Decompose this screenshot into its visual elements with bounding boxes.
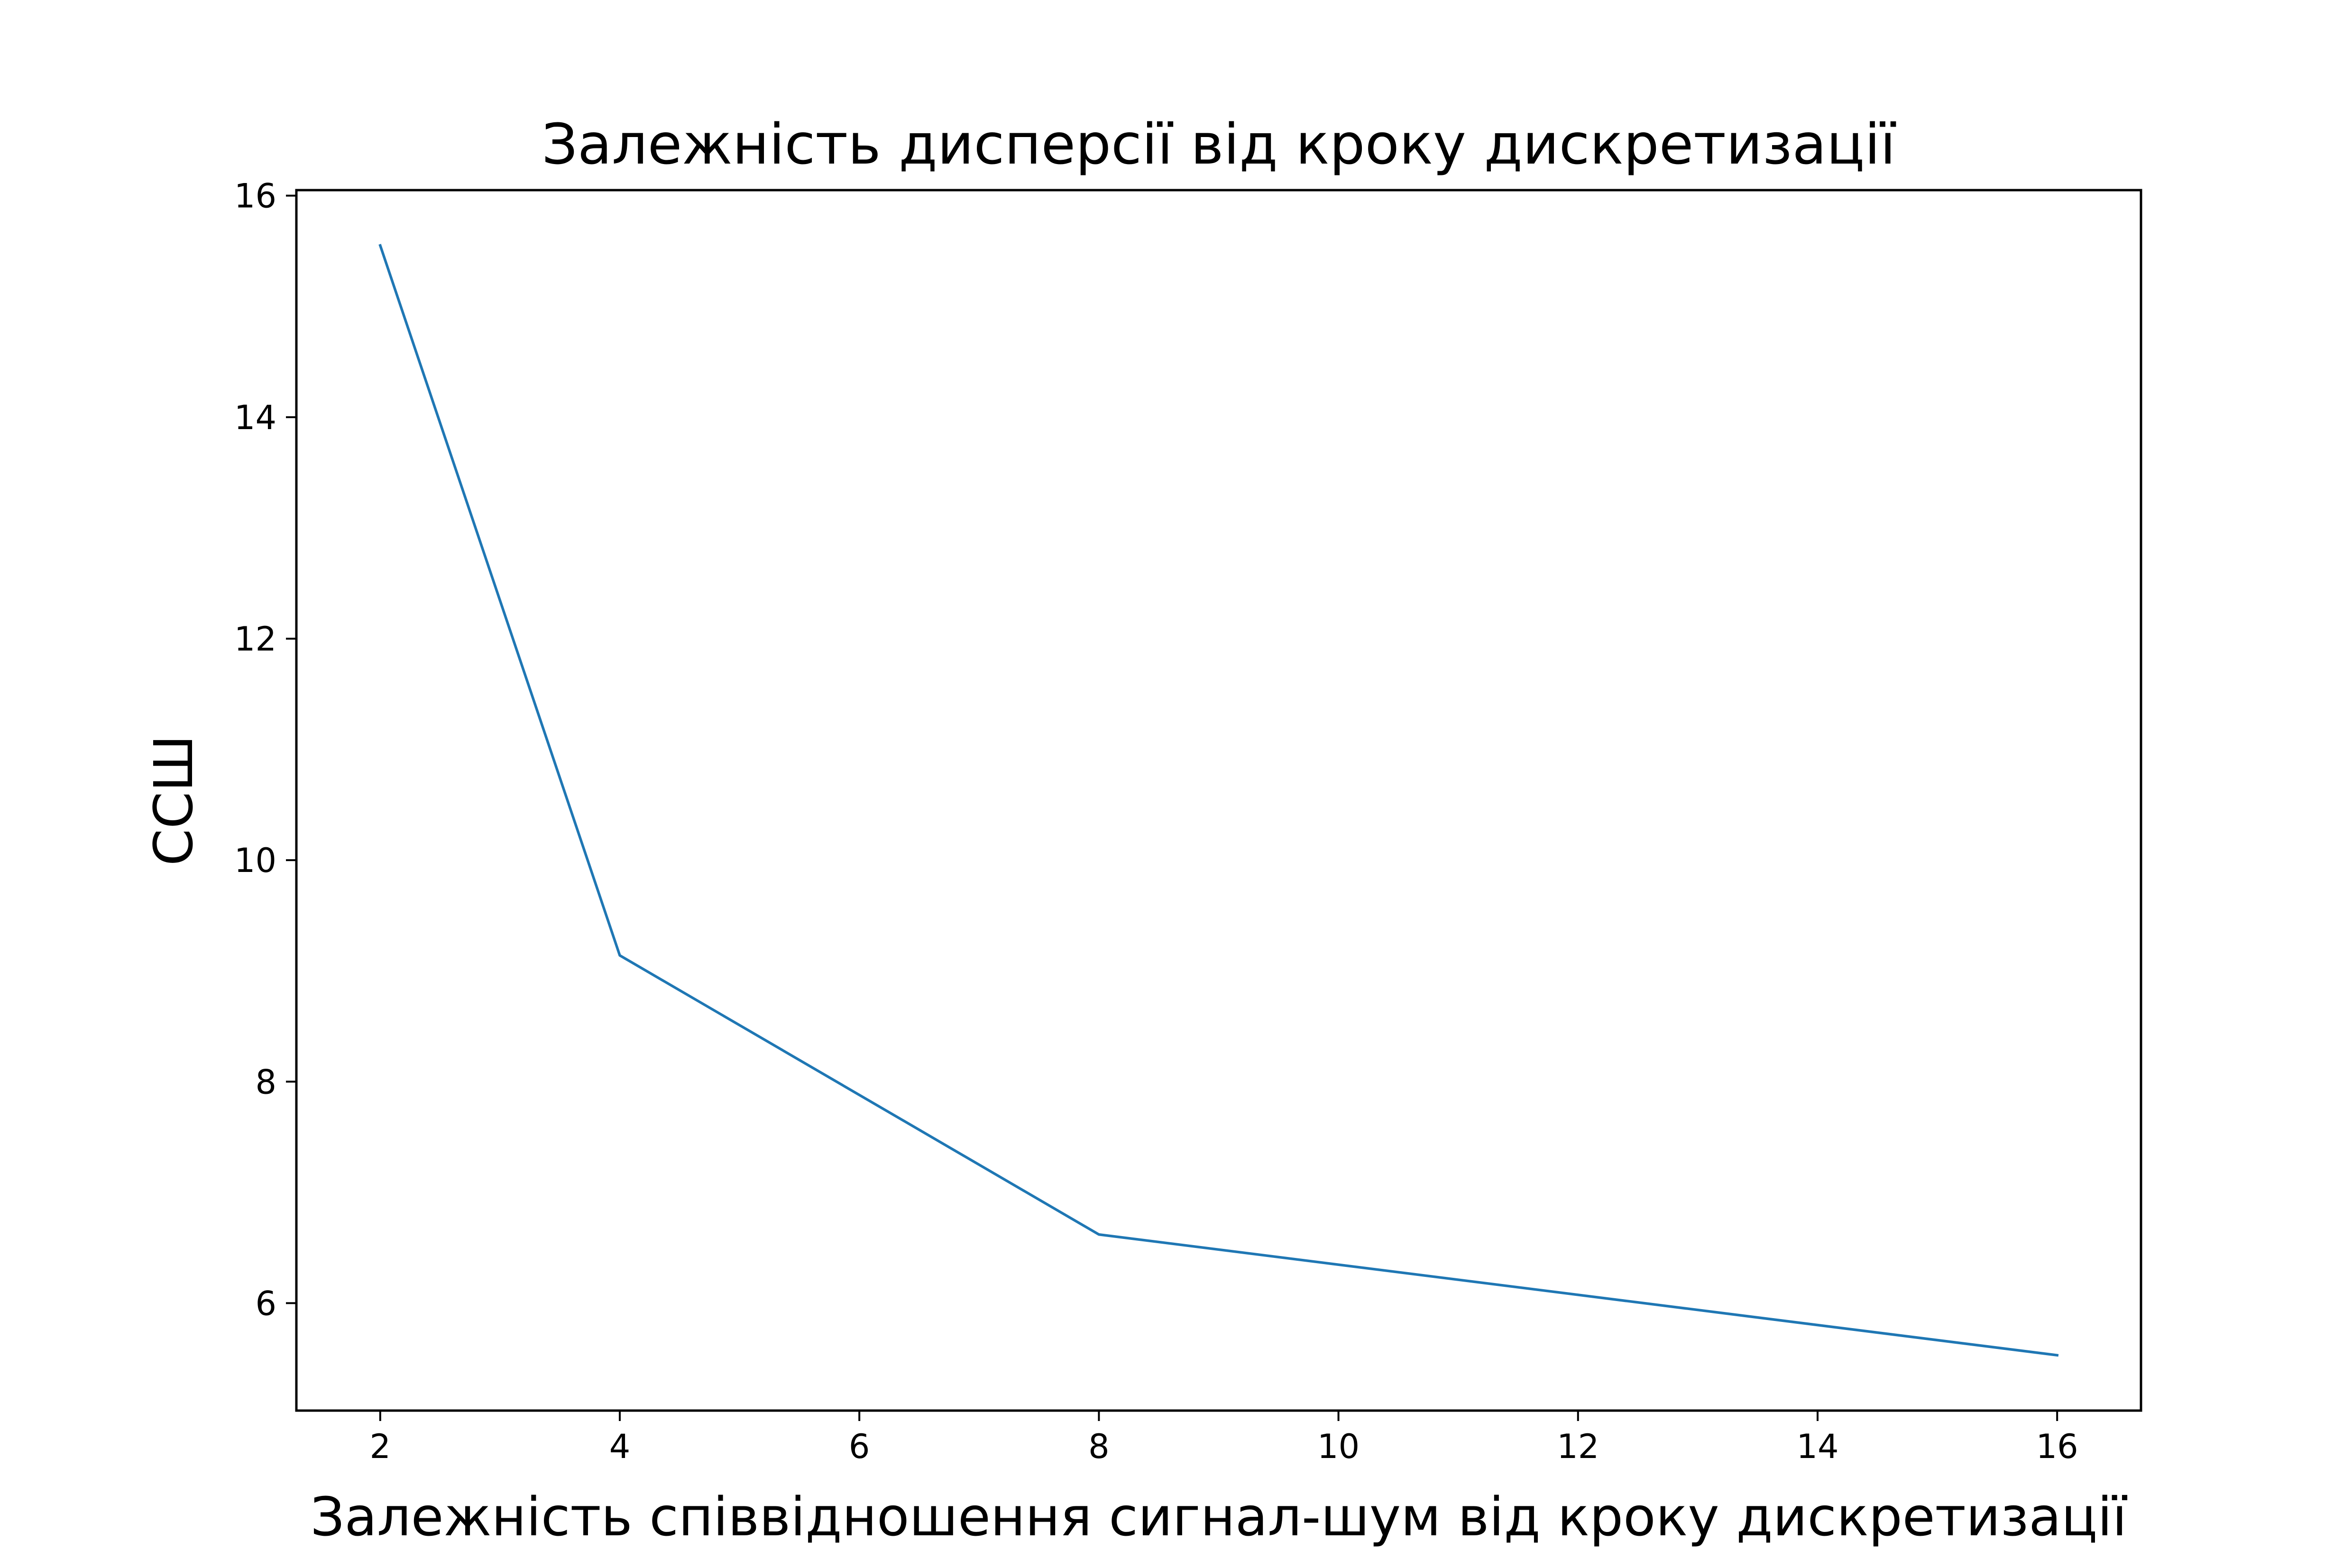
y-tick-label: 8 <box>255 1063 276 1101</box>
x-tick-label: 12 <box>1557 1427 1599 1466</box>
x-tick-label: 2 <box>370 1427 391 1466</box>
x-tick-label: 8 <box>1088 1427 1110 1466</box>
y-tick-label: 12 <box>234 620 276 659</box>
x-tick-label: 4 <box>609 1427 631 1466</box>
chart-title: Залежність дисперсії від кроку дискретиз… <box>542 111 1896 177</box>
y-tick-label: 10 <box>234 841 276 880</box>
series-layer <box>378 244 2059 1357</box>
x-axis-ticks: 2 4 6 8 10 12 14 16 <box>370 1411 2078 1466</box>
x-axis-title: Залежність співвідношення сигнал-шум від… <box>311 1486 2128 1548</box>
x-tick-label: 10 <box>1317 1427 1360 1466</box>
y-tick-label: 14 <box>234 398 276 437</box>
x-tick-label: 16 <box>2036 1427 2078 1466</box>
y-axis-ticks: 6 8 10 12 14 16 <box>234 177 296 1323</box>
y-tick-label: 16 <box>234 177 276 216</box>
plot-area-frame <box>295 189 2142 1412</box>
x-tick-label: 14 <box>1796 1427 1838 1466</box>
series-line <box>378 244 2059 1357</box>
x-tick-label: 6 <box>849 1427 870 1466</box>
y-tick-label: 6 <box>255 1284 276 1323</box>
y-axis-title: ССШ <box>143 735 205 866</box>
